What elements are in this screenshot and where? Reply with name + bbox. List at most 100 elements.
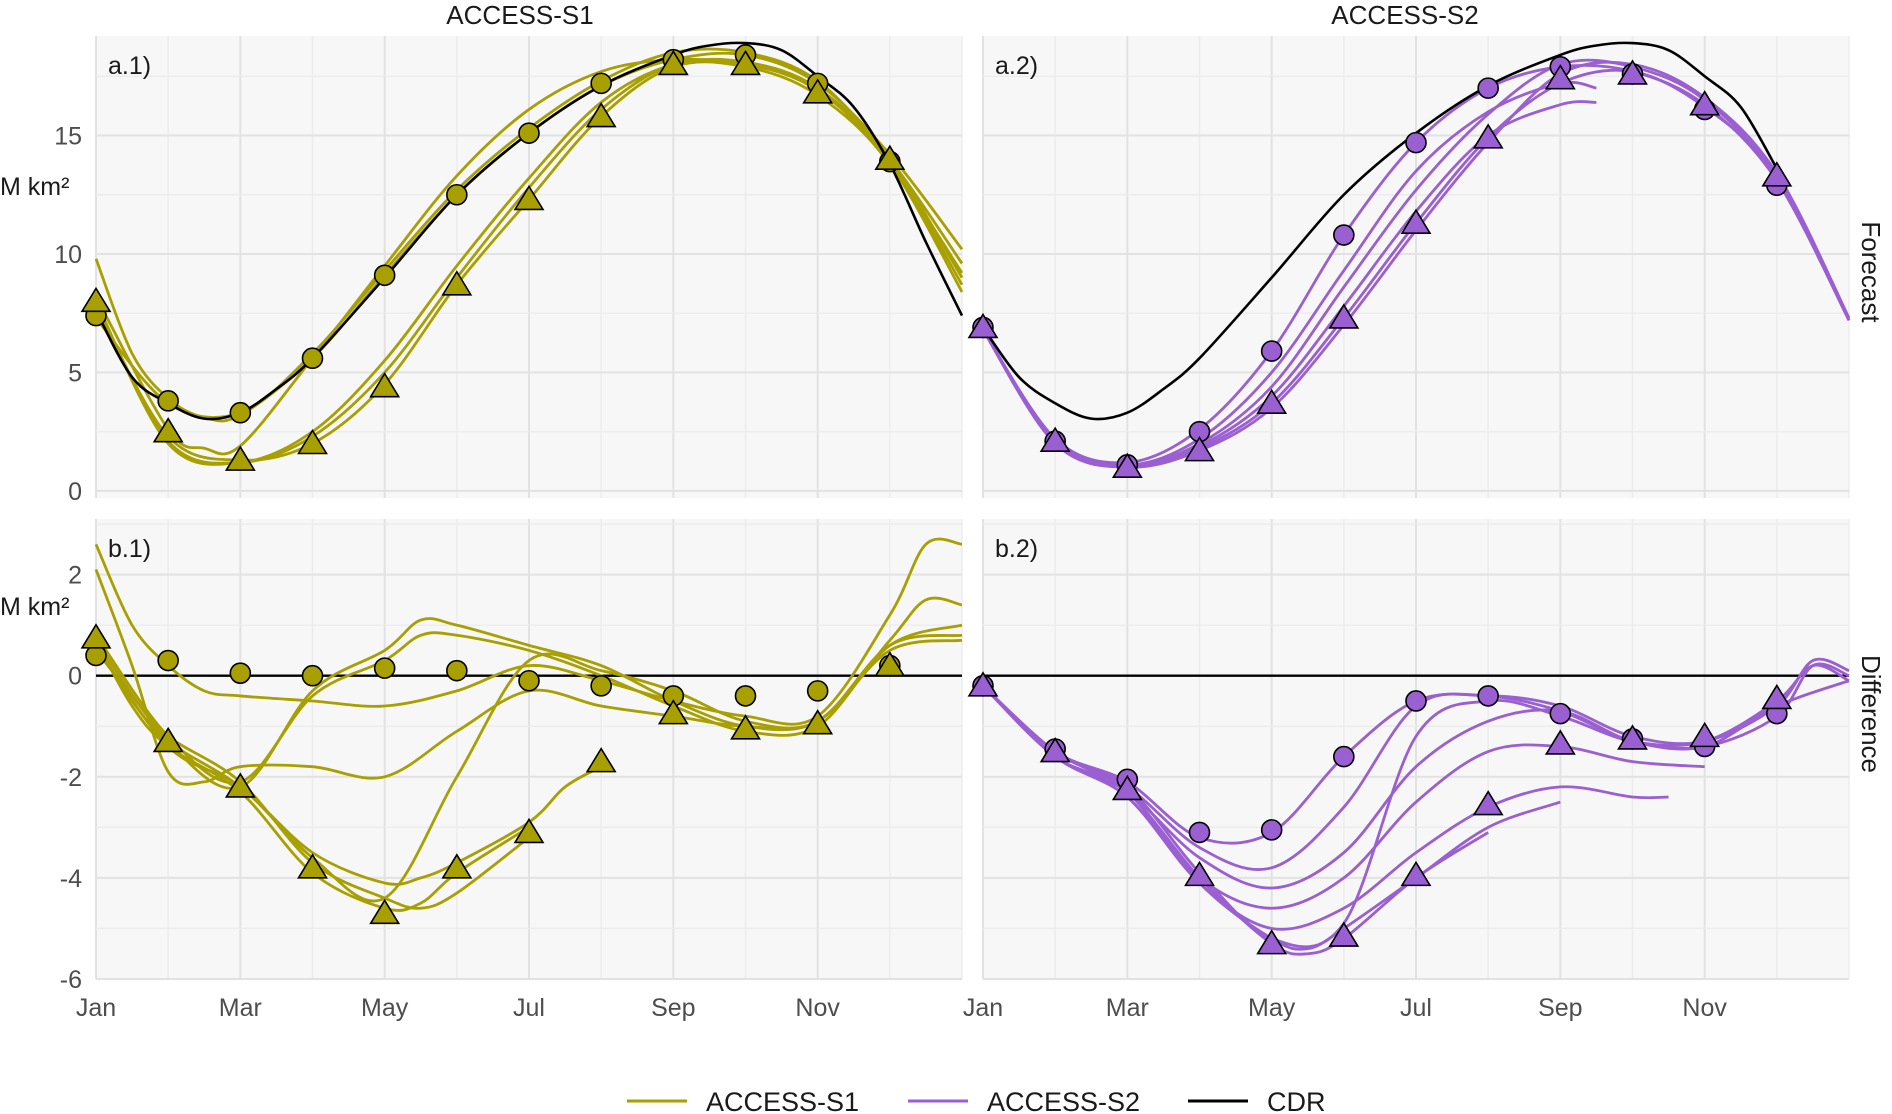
x-tick-label: May	[361, 994, 409, 1022]
marker-triangle	[1400, 860, 1432, 887]
x-tick-label: Nov	[1682, 994, 1727, 1022]
marker-triangle	[297, 428, 328, 455]
series-line-cdr	[981, 41, 1778, 421]
marker-triangle	[369, 898, 401, 925]
marker-triangle	[1039, 736, 1071, 763]
marker-triangle	[585, 102, 617, 128]
marker-circle	[1477, 685, 1499, 707]
panel-tag: a.1)	[108, 52, 151, 80]
marker-circle	[518, 669, 540, 692]
marker-circle	[734, 685, 757, 707]
marker-circle	[1333, 224, 1355, 246]
marker-circle	[301, 664, 324, 687]
y-tick-label: 10	[54, 241, 82, 269]
series-line-member	[982, 684, 1561, 951]
marker-circle	[157, 649, 179, 672]
marker-triangle	[802, 709, 834, 735]
marker-circle	[1477, 77, 1499, 99]
marker-triangle	[369, 372, 401, 398]
x-tick-label: Sep	[1538, 994, 1582, 1022]
marker-triangle	[1256, 929, 1288, 955]
marker-triangle	[1617, 59, 1648, 85]
marker-circle	[373, 264, 396, 287]
series-line-member	[981, 80, 1597, 467]
marker-circle	[518, 122, 540, 144]
marker-triangle	[967, 312, 999, 339]
marker-triangle	[657, 699, 689, 725]
legend-label-s2: ACCESS-S2	[987, 1087, 1140, 1114]
panels: a.1) 0 5 10 15 a.2) b.1) -6 -4 -2 0 2 Jan Mar May Jul Se…	[54, 36, 1851, 1022]
marker-triangle	[1184, 860, 1215, 887]
x-tick-label: Sep	[651, 994, 695, 1022]
marker-triangle	[1256, 388, 1288, 415]
marker-triangle	[152, 726, 184, 753]
y-tick-label: 15	[54, 123, 82, 151]
y-tick-label: 0	[68, 478, 82, 506]
y-tick-label: -2	[60, 764, 82, 792]
legend: ACCESS-S1 ACCESS-S2 CDR	[627, 1087, 1326, 1114]
x-tick-label: Mar	[1106, 994, 1149, 1022]
panel-tag: a.2)	[995, 52, 1038, 80]
x-tick-label: Jan	[963, 994, 1003, 1022]
marker-triangle	[1472, 790, 1504, 816]
marker-triangle	[441, 853, 473, 879]
marker-triangle	[297, 853, 328, 879]
marker-triangle	[1111, 774, 1143, 801]
marker-triangle	[967, 671, 999, 697]
marker-circle	[1188, 821, 1211, 844]
marker-triangle	[802, 78, 834, 104]
series-line-member	[94, 537, 963, 726]
marker-triangle	[224, 445, 256, 471]
x-tick-label: Jan	[76, 994, 116, 1022]
marker-triangle	[730, 49, 761, 76]
marker-triangle	[441, 270, 473, 296]
marker-triangle	[1039, 426, 1071, 452]
marker-triangle	[224, 772, 256, 798]
panel-tag: b.1)	[108, 535, 151, 563]
series-line-member	[982, 684, 1669, 931]
y-tick-label: 0	[68, 663, 82, 691]
marker-circle	[1260, 340, 1283, 362]
marker-triangle	[1328, 303, 1360, 329]
y-tick-label: -4	[60, 865, 82, 893]
marker-triangle	[1111, 452, 1143, 479]
panel-b.2: b.2) Jan Mar May Jul Sep Nov	[963, 519, 1850, 1022]
legend-label-s1: ACCESS-S1	[706, 1087, 859, 1114]
marker-circle	[301, 347, 324, 370]
y-unit-top: M km²	[0, 173, 69, 201]
marker-triangle	[152, 417, 184, 443]
marker-circle	[446, 183, 468, 206]
marker-circle	[157, 390, 179, 412]
panel-tag: b.2)	[995, 535, 1038, 563]
marker-circle	[1549, 702, 1572, 725]
y-tick-label: -6	[60, 966, 82, 994]
series-line-cdr	[94, 41, 964, 421]
marker-triangle	[874, 144, 906, 170]
marker-circle	[1405, 131, 1427, 154]
y-tick-label: 2	[68, 562, 82, 590]
y-tick-label: 5	[68, 359, 82, 387]
panel-a.2: a.2)	[967, 36, 1851, 498]
marker-circle	[806, 680, 829, 702]
marker-circle	[1405, 690, 1427, 712]
marker-triangle	[1544, 729, 1576, 755]
y-unit-bottom: M km²	[0, 593, 69, 621]
marker-circle	[1333, 745, 1355, 768]
marker-triangle	[1689, 721, 1721, 748]
marker-circle	[590, 675, 612, 697]
panel-a.1: a.1) 0 5 10 15	[54, 36, 964, 506]
marker-circle	[229, 662, 252, 684]
panel-b.1: b.1) -6 -4 -2 0 2 Jan Mar May Jul Sep Nov	[60, 519, 963, 1022]
marker-triangle	[1544, 64, 1576, 90]
marker-triangle	[1761, 161, 1793, 187]
marker-triangle	[1400, 208, 1432, 234]
strip-difference: Difference	[1856, 655, 1886, 773]
marker-triangle	[513, 817, 545, 844]
marker-triangle	[1761, 683, 1793, 710]
marker-triangle	[1184, 436, 1215, 462]
marker-circle	[1260, 819, 1283, 841]
marker-circle	[229, 401, 252, 424]
marker-circle	[446, 659, 468, 682]
marker-triangle	[657, 49, 689, 76]
marker-circle	[373, 657, 396, 679]
